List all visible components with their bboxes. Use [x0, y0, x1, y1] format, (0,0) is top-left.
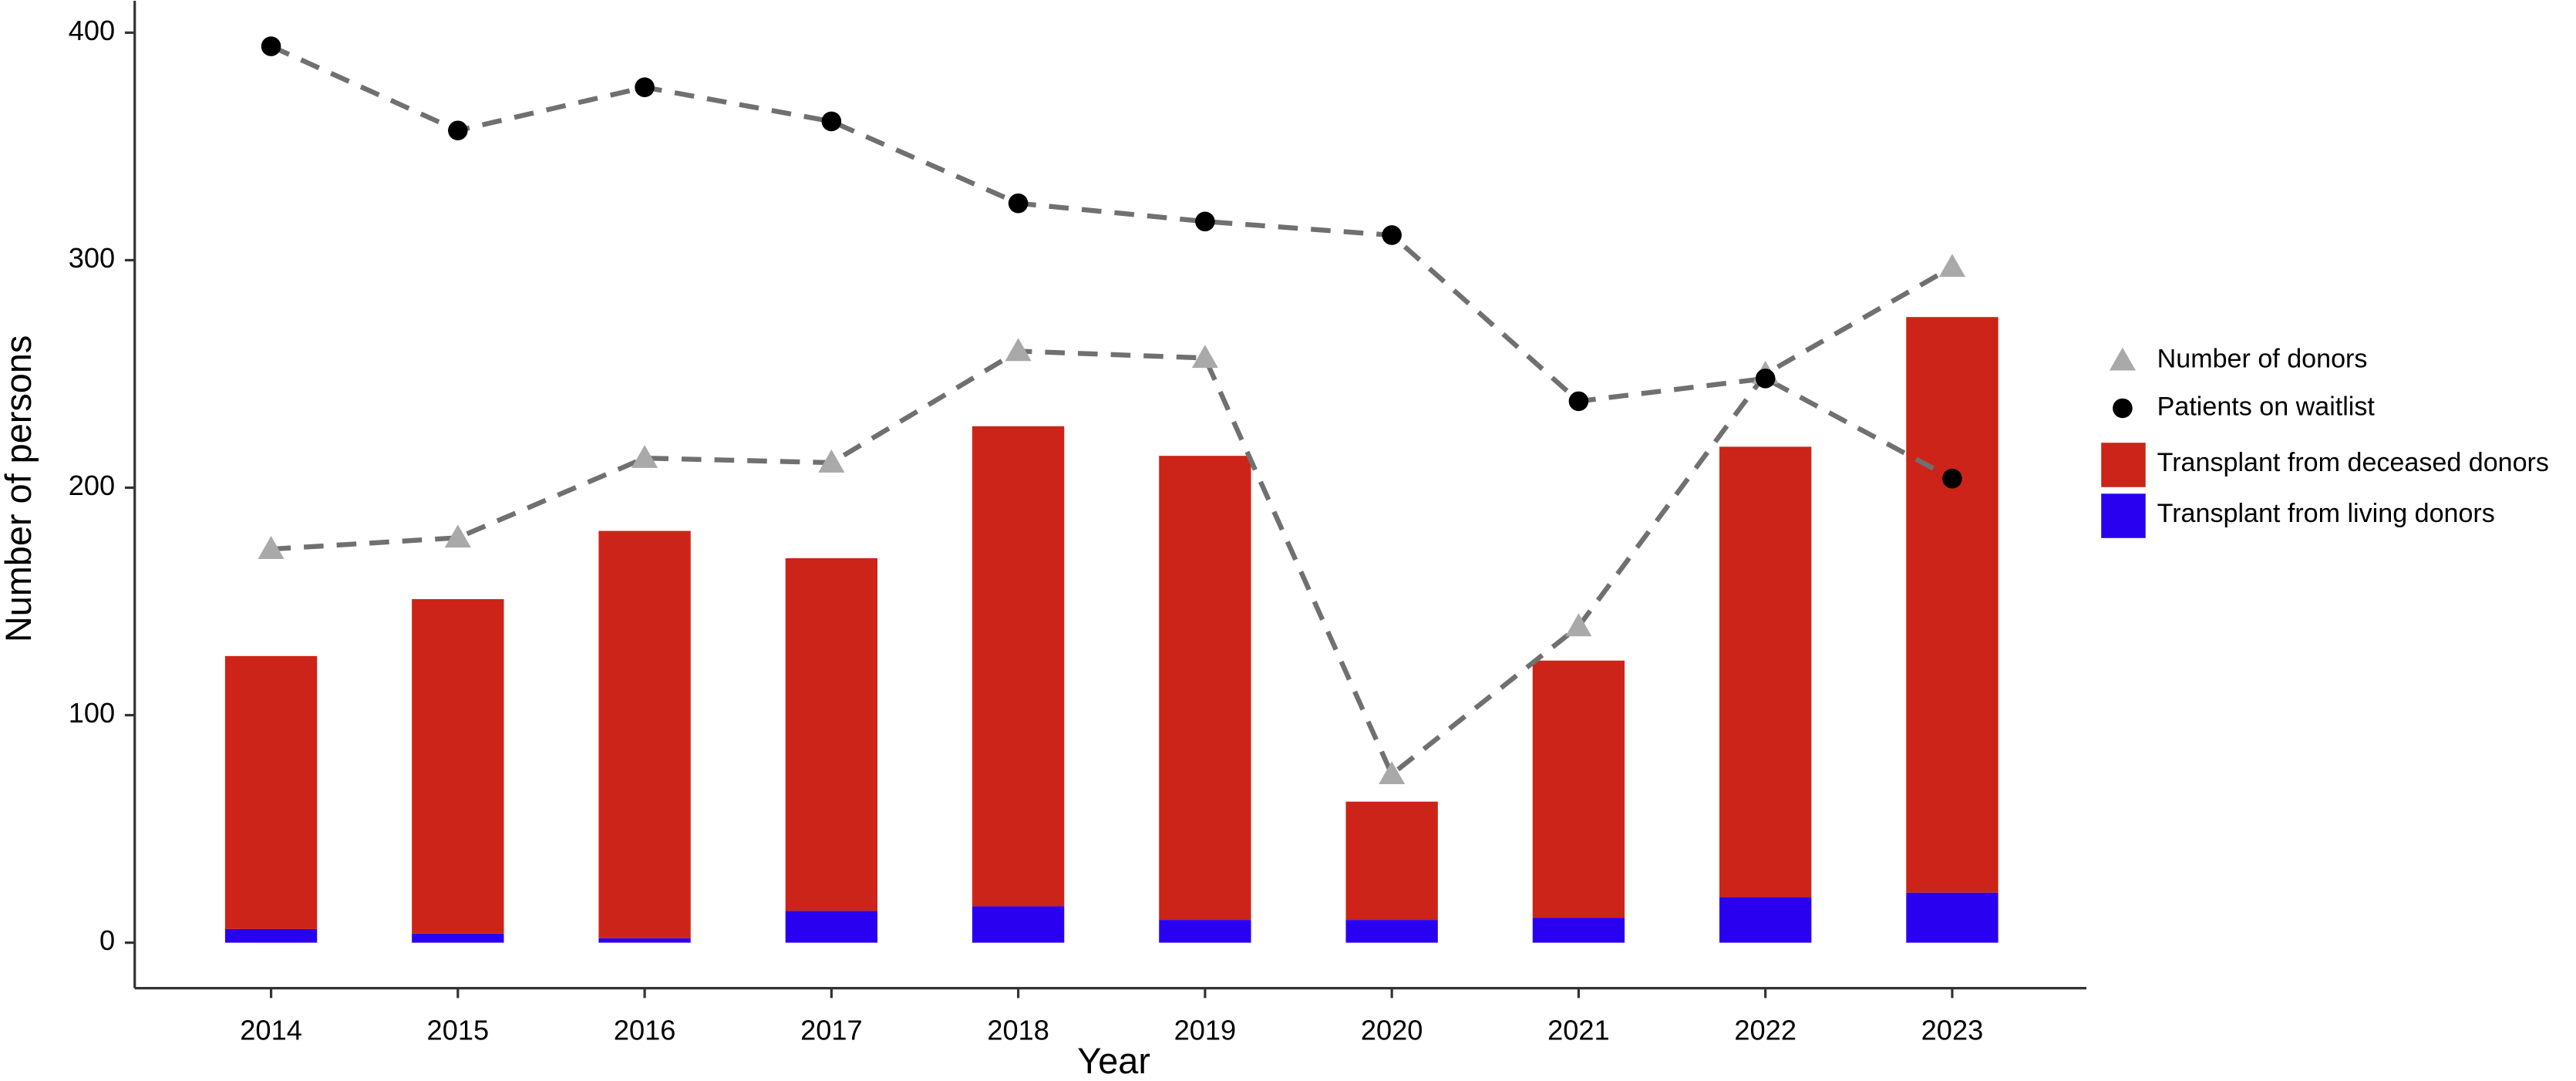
point	[1938, 254, 1966, 278]
bar	[1345, 920, 1438, 943]
bar	[1532, 918, 1625, 943]
x-axis-title: Year	[1077, 1041, 1150, 1081]
legend-label: Transplant from deceased donors	[2157, 448, 2549, 477]
bar	[1159, 920, 1251, 943]
point	[1755, 369, 1776, 389]
bar	[224, 655, 318, 929]
point	[1565, 613, 1592, 637]
x-tick-label: 2022	[1734, 1015, 1796, 1046]
point	[1942, 468, 1962, 489]
bar	[1906, 892, 1999, 943]
bar	[1345, 801, 1438, 921]
x-tick-label: 2020	[1361, 1015, 1423, 1046]
point	[635, 77, 655, 97]
point	[1379, 761, 1406, 785]
point	[261, 36, 281, 56]
x-tick-label: 2014	[240, 1015, 302, 1046]
y-tick-label: 300	[69, 242, 115, 274]
bar	[412, 933, 504, 943]
legend-marker	[2109, 347, 2136, 371]
point	[1191, 345, 1218, 369]
y-tick-label: 400	[69, 15, 115, 46]
point	[258, 536, 285, 559]
bar	[971, 906, 1065, 943]
bar	[785, 911, 878, 943]
bar	[971, 426, 1065, 907]
bar	[1159, 456, 1251, 921]
point	[1568, 391, 1589, 412]
x-tick-label: 2021	[1547, 1015, 1610, 1046]
bar	[598, 530, 691, 938]
point	[1008, 193, 1029, 214]
x-tick-label: 2016	[614, 1015, 676, 1046]
bar	[1532, 660, 1625, 918]
point	[1005, 338, 1032, 362]
y-axis-title: Number of persons	[0, 335, 39, 643]
legend-label: Patients on waitlist	[2157, 392, 2376, 421]
x-tick-label: 2023	[1921, 1015, 1984, 1046]
point	[1382, 225, 1402, 245]
legend-swatch	[2101, 493, 2146, 538]
bar	[224, 928, 318, 943]
point	[631, 445, 658, 468]
point	[444, 524, 471, 548]
y-tick-label: 0	[99, 924, 115, 956]
bar	[1719, 897, 1812, 943]
point	[448, 120, 468, 141]
point	[821, 111, 842, 132]
point	[1195, 211, 1215, 232]
y-tick-label: 200	[69, 470, 115, 501]
y-tick-label: 100	[69, 697, 115, 729]
legend-label: Transplant from living donors	[2157, 499, 2495, 528]
x-tick-label: 2019	[1174, 1015, 1237, 1046]
series-line	[270, 44, 1954, 481]
series-line	[271, 264, 1954, 779]
bar	[1906, 317, 1999, 893]
x-tick-label: 2015	[427, 1015, 490, 1046]
legend-label: Number of donors	[2157, 345, 2368, 374]
bar	[1719, 446, 1812, 897]
legend-swatch	[2101, 443, 2146, 487]
bar	[598, 938, 691, 943]
x-tick-label: 2018	[987, 1015, 1049, 1046]
bar	[785, 557, 878, 911]
x-tick-label: 2017	[800, 1015, 863, 1046]
legend-marker	[2113, 398, 2133, 419]
bar	[412, 599, 504, 934]
point	[818, 449, 845, 473]
